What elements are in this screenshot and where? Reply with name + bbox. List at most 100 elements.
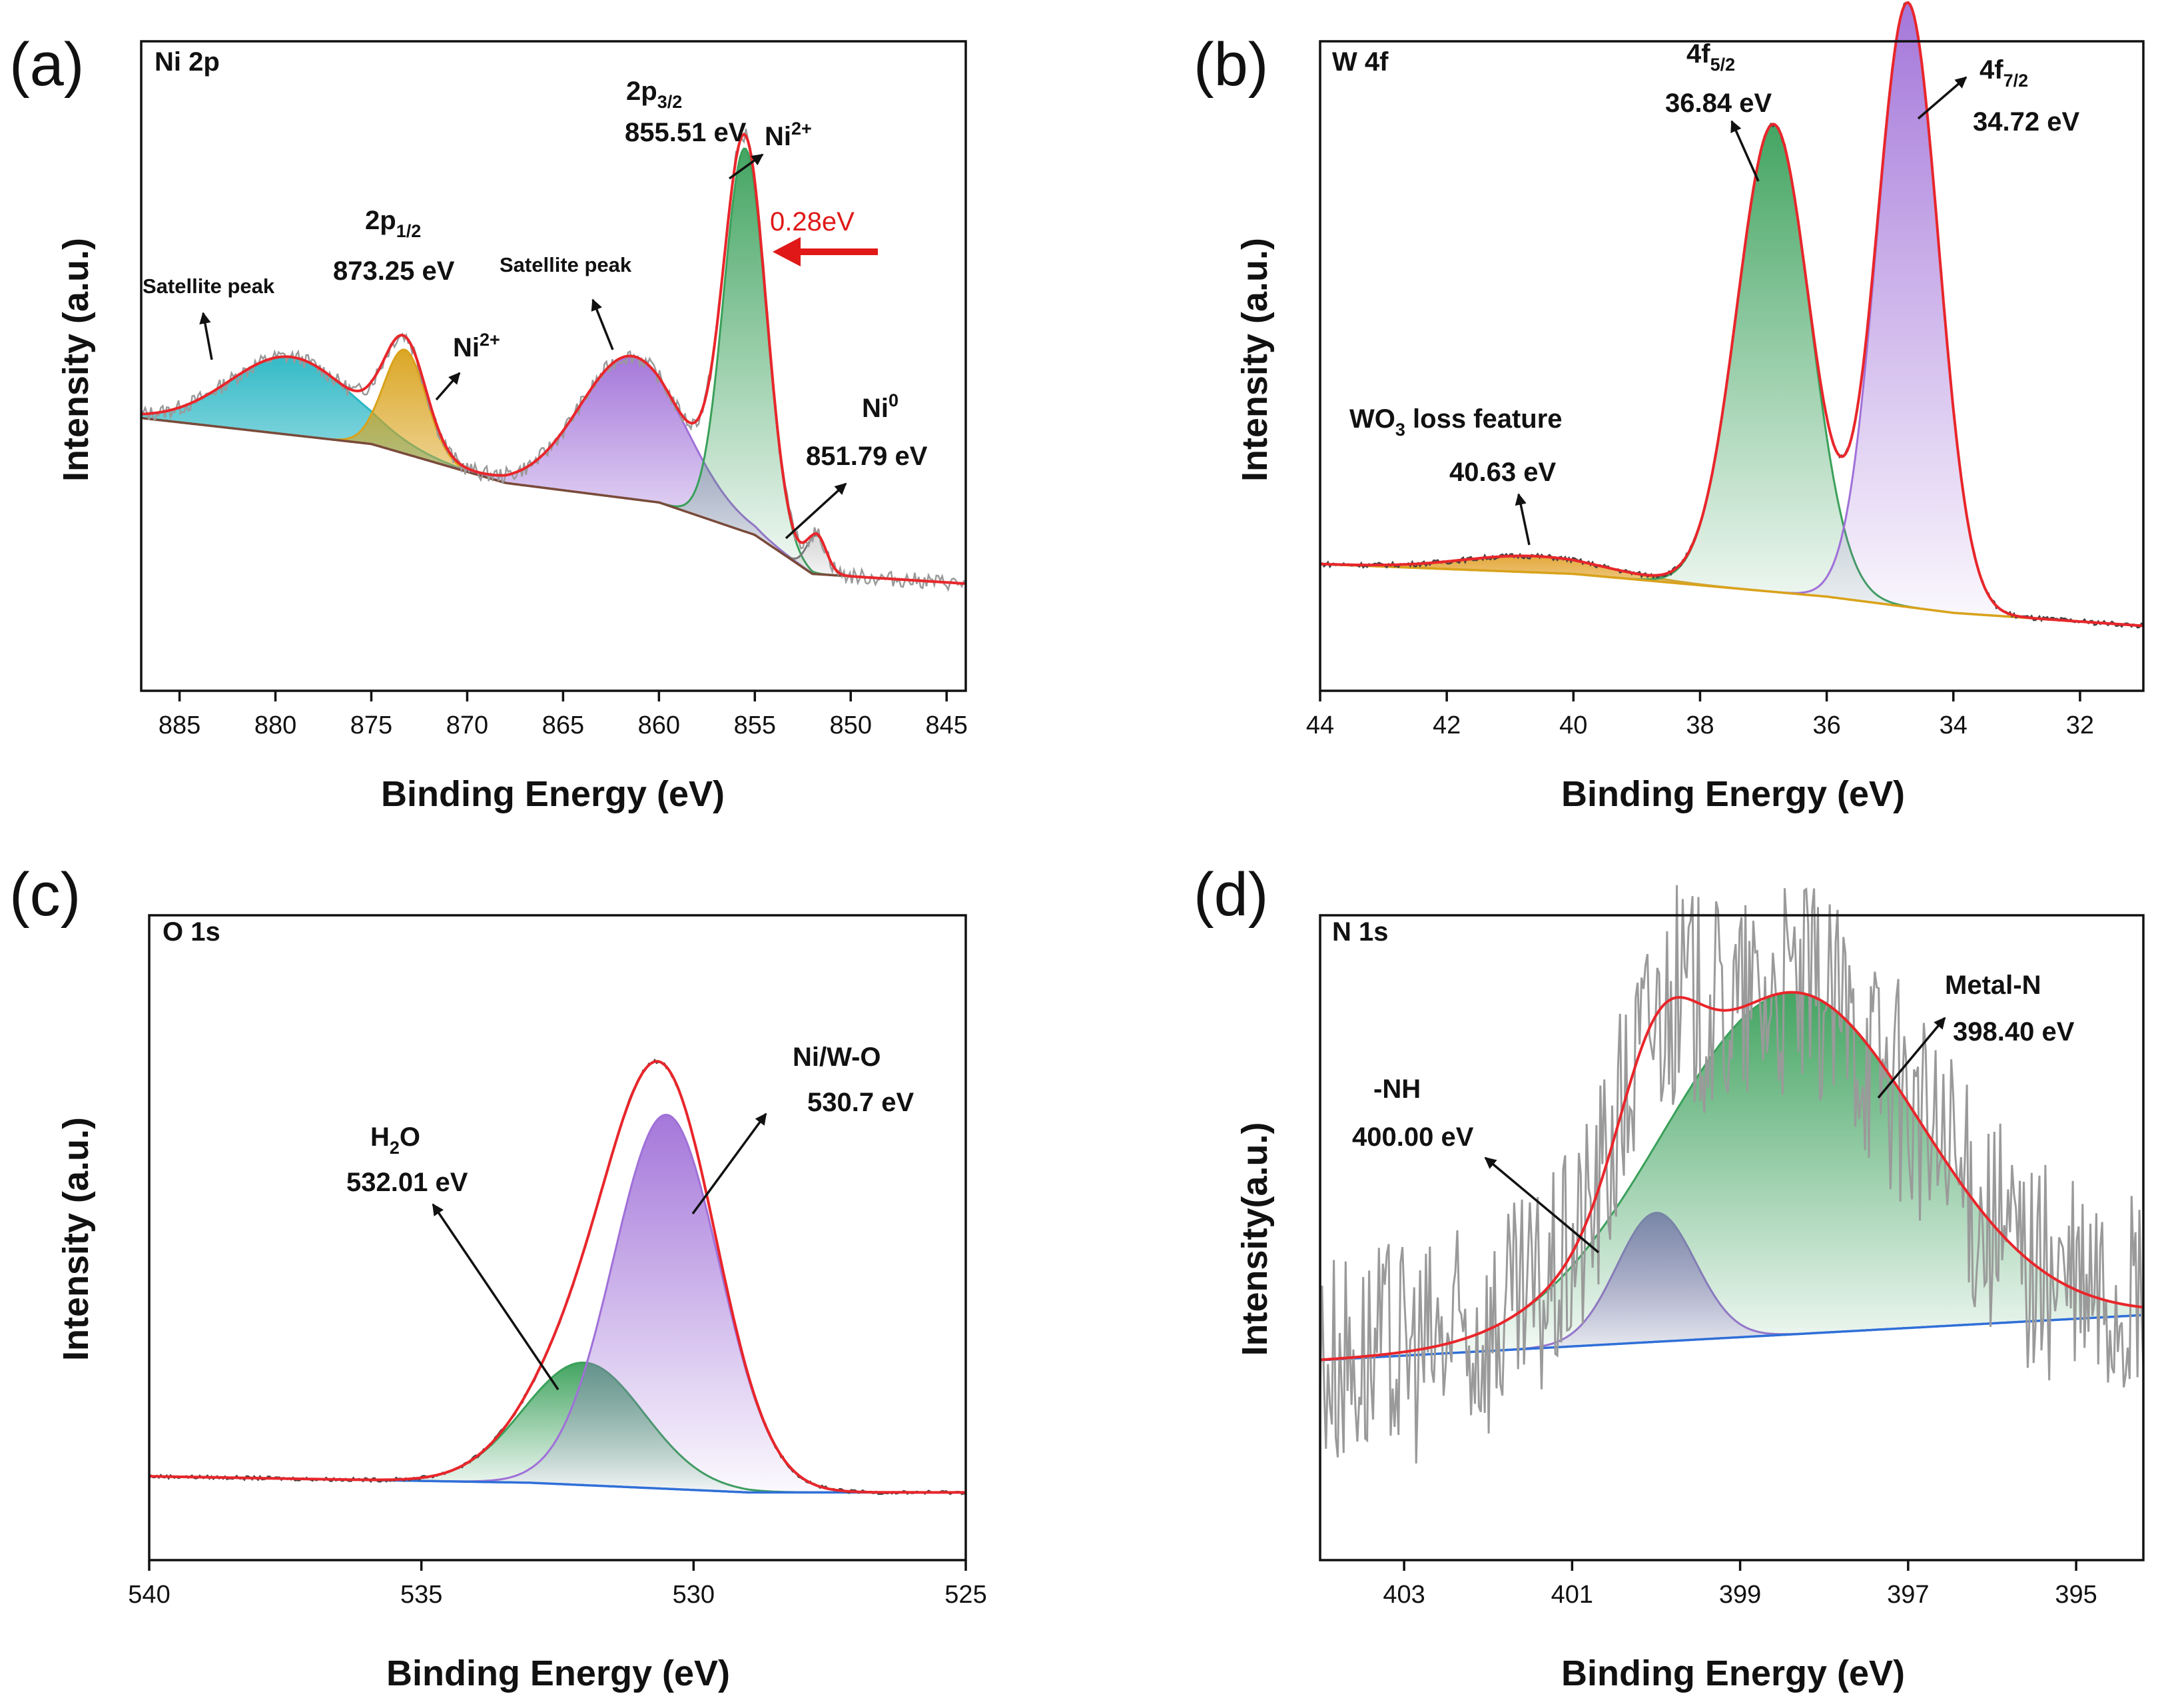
x-tick-label-a: 845 [926,711,968,739]
x-tick-label-b: 40 [1559,711,1587,739]
plot-area-c: 540 535 530 525 [128,914,987,1609]
x-tick-label-c: 525 [944,1581,986,1609]
panel-title-d: N 1s [1332,917,1389,947]
x-tick-label-d: 401 [1551,1581,1593,1609]
panel-label-d: (d) [1194,861,1268,929]
panel-title-c: O 1s [163,917,220,947]
peak-fill-a-0 [141,356,966,584]
x-tick-label-b: 42 [1433,711,1461,739]
panel-c: (c) O 1s 540 535 530 525 Binding Energy (eV… [9,861,987,1693]
envelope-d [1319,991,2144,1362]
annotation-metaln-label: Metal-N [1945,971,2041,1000]
x-tick-label-a: 885 [159,711,200,739]
annotation-wo3-label: WO3 loss feature [1349,404,1563,440]
x-tick-label-b: 38 [1686,711,1714,739]
x-axis-title-c: Binding Energy (eV) [386,1653,730,1693]
annotation-metaln-value: 398.40 eV [1953,1017,2075,1047]
x-tick-label-a: 870 [446,711,488,739]
annotation-2p12-value: 873.25 eV [333,256,455,286]
panel-title-a: Ni 2p [155,47,220,77]
annotation-shift: 0.28eV [770,207,855,236]
annotation-niwo-label: Ni/W-O [793,1043,881,1072]
shift-arrow [773,237,878,266]
plot-frame-c [148,914,967,1561]
annotation-ni2plus-b: Ni2+ [453,330,500,362]
annotation-satellite-1: Satellite peak [143,274,275,298]
x-tick-label-b: 34 [1940,711,1968,739]
annotation-4f52-label: 4f5/2 [1686,39,1735,75]
peak-fill-b-1 [1320,124,2143,626]
raw-data-d [1319,885,2145,1464]
annotation-4f72-value: 34.72 eV [1973,107,2079,137]
x-axis-title-d: Binding Energy (eV) [1561,1653,1905,1693]
annotation-wo3-value: 40.63 eV [1449,458,1556,487]
panel-b: (b) W 4f 44 42 40 38 36 34 32 Binding Energy (… [1194,1,2145,814]
x-tick-label-a: 855 [734,711,776,739]
peak-fill-d-1 [1320,993,2143,1360]
x-tick-label-b: 32 [2066,711,2094,739]
y-axis-title-b: Intensity (a.u.) [1235,238,1275,482]
x-tick-label-d: 399 [1719,1581,1761,1609]
x-tick-label-d: 395 [2055,1581,2097,1609]
x-tick-label-d: 397 [1887,1581,1929,1609]
envelope-c [149,1060,966,1494]
annotation-2p32-label: 2p3/2 [626,77,682,112]
annotation-nh-value: 400.00 eV [1352,1122,1474,1152]
x-tick-label-a: 880 [254,711,296,739]
peak-fill-a-2 [141,356,966,584]
annotation-niwo-value: 530.7 eV [807,1088,914,1117]
x-tick-label-c: 535 [400,1581,442,1609]
annotation-satellite-2: Satellite peak [500,253,632,276]
x-tick-label-a: 860 [638,711,680,739]
annotation-ni0-value: 851.79 eV [806,442,928,471]
x-tick-label-a: 850 [830,711,872,739]
baseline-b [1319,563,2144,628]
x-tick-label-a: 865 [542,711,584,739]
arrows-d [1484,1017,1946,1254]
plot-frame-b [1319,40,2145,692]
arrows-b [1515,76,1968,546]
envelope-b [1319,1,2144,628]
plot-area-a: 885 880 875 870 865 860 855 850 845 [140,40,968,739]
y-axis-title-a: Intensity (a.u.) [56,238,96,482]
annotation-4f52-value: 36.84 eV [1665,89,1772,118]
x-tick-label-c: 530 [673,1581,715,1609]
x-tick-label-b: 36 [1812,711,1840,739]
x-tick-label-a: 875 [350,711,392,739]
panel-label-a: (a) [9,31,84,99]
peak-fill-c-0 [149,1362,966,1493]
annotation-ni0: Ni0 [862,390,899,423]
plot-frame-d [1319,914,2145,1561]
peak-fill-a-3 [141,149,966,584]
x-axis-title-a: Binding Energy (eV) [381,774,725,814]
annotation-h2o-label: H2O [370,1122,420,1158]
peak-fill-b-2 [1320,3,2143,626]
x-tick-label-c: 540 [128,1581,170,1609]
baseline-a [141,416,966,585]
annotation-4f72-label: 4f7/2 [1979,55,2028,91]
plot-area-b: 44 42 40 38 36 34 32 [1306,1,2145,739]
panel-label-b: (b) [1194,31,1268,99]
arrows-c [432,1112,767,1390]
plot-frame-a [140,40,967,692]
envelope-a [141,132,966,586]
x-axis-title-b: Binding Energy (eV) [1561,774,1905,814]
panel-label-c: (c) [9,861,81,929]
annotation-ni2plus-a: Ni2+ [765,119,812,151]
x-tick-label-d: 403 [1383,1581,1425,1609]
annotation-2p12-label: 2p1/2 [365,206,421,241]
annotation-h2o-value: 532.01 eV [346,1168,468,1197]
panel-a: (a) Ni 2p 885 880 875 870 865 860 855 850 845 Bi… [9,31,968,814]
baseline-d [1319,1314,2144,1362]
y-axis-title-c: Intensity (a.u.) [56,1117,96,1361]
plot-area-d: 403 401 399 397 395 [1319,885,2145,1609]
x-tick-label-b: 44 [1306,711,1334,739]
arrows-a [199,153,847,540]
panel-title-b: W 4f [1332,47,1389,77]
panel-d: (d) N 1s 403 401 399 397 395 Binding Energy … [1194,861,2145,1693]
y-axis-title-d: Intensity(a.u.) [1235,1122,1275,1356]
raw-data-a [141,129,966,592]
annotation-2p32-value: 855.51 eV [625,118,747,147]
annotation-nh-label: -NH [1373,1074,1421,1104]
